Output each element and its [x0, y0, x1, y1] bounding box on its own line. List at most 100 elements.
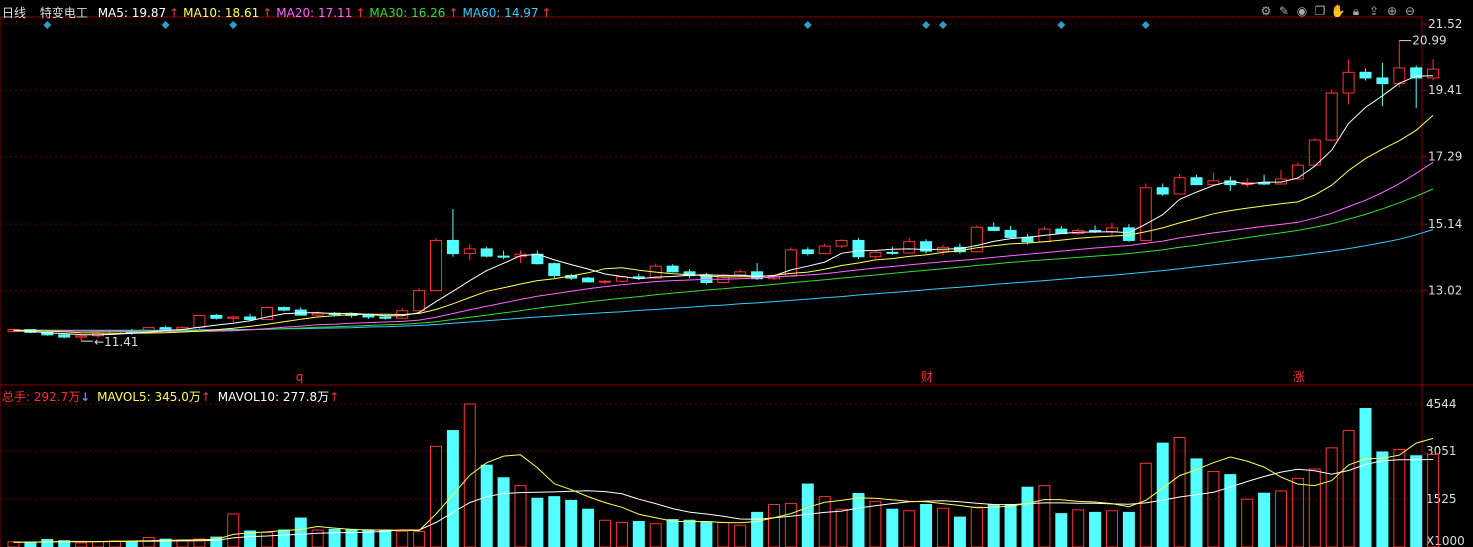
copy-icon[interactable]: ❐	[1314, 4, 1326, 18]
candle-body	[548, 263, 561, 277]
volume-bar	[1173, 436, 1186, 547]
mavol5-label: MAVOL5: 345.0万↑	[97, 390, 211, 404]
volume-bar	[937, 507, 949, 547]
candle-body	[1004, 229, 1017, 238]
stock-name[interactable]: 特变电工	[39, 6, 88, 20]
volume-bar	[1224, 474, 1237, 547]
volume-bar	[1241, 498, 1254, 547]
volume-bar	[1359, 408, 1372, 547]
candle-body	[1258, 182, 1271, 185]
candle-body	[227, 316, 240, 319]
low-label: ←11.41	[94, 335, 138, 349]
volume-bar	[92, 540, 104, 547]
candle-body	[1410, 67, 1423, 79]
volume-bar	[1089, 511, 1102, 547]
volume-bar	[582, 508, 595, 547]
candle-body	[379, 316, 392, 319]
volume-bar	[531, 497, 544, 547]
gear-icon[interactable]: ⚙	[1260, 4, 1272, 18]
volume-bar	[751, 511, 764, 547]
price-tick-label: 15.14	[1428, 217, 1462, 231]
candle-body	[818, 245, 831, 255]
candle-body	[970, 226, 983, 253]
candle-body	[1427, 68, 1440, 79]
volume-bar	[818, 496, 831, 547]
volume-bar	[430, 445, 442, 547]
event-diamond-icon	[1141, 21, 1150, 29]
event-diamond-icon	[1057, 21, 1066, 29]
price-tick-label: 13.02	[1428, 284, 1462, 298]
volume-bar	[734, 524, 747, 547]
volume-bar	[886, 508, 899, 547]
candle-body	[1156, 187, 1169, 195]
candle-body	[920, 241, 933, 252]
volume-bar	[142, 537, 155, 547]
volume-bar	[159, 538, 172, 547]
volume-tick-label: X1000	[1426, 534, 1465, 547]
volume-bar	[1376, 451, 1389, 547]
volume-bar	[869, 500, 882, 547]
event-marker: 财	[921, 370, 933, 384]
candle-body	[261, 307, 273, 320]
candle-body	[1275, 178, 1287, 185]
candle-body	[1173, 177, 1186, 195]
event-marker: q	[296, 370, 304, 384]
volume-bar	[1072, 509, 1085, 547]
ma-legend-item: MA5: 19.87	[97, 6, 167, 20]
volume-bar	[1410, 455, 1423, 547]
volume-bar	[1325, 447, 1338, 547]
volume-bar	[261, 532, 273, 547]
candle-body	[1376, 77, 1389, 85]
volume-bar	[125, 541, 138, 547]
candle-body	[1207, 180, 1220, 186]
candle-body	[58, 334, 71, 338]
candle-body	[734, 271, 747, 276]
volume-bar	[328, 528, 341, 547]
eye-icon[interactable]: ◉	[1296, 4, 1308, 18]
hand-icon[interactable]: ✋	[1330, 4, 1346, 18]
event-marker: 涨	[1293, 369, 1305, 384]
candle-body	[886, 251, 899, 254]
volume-bar	[1275, 490, 1287, 547]
event-diamond-icon	[803, 21, 812, 29]
volume-bar	[1038, 485, 1051, 547]
ma-legend-item: MA60: 14.97	[462, 6, 539, 20]
volume-header: 总手: 292.7万↓ MAVOL5: 345.0万↑ MAVOL10: 277…	[2, 388, 342, 405]
period-label[interactable]: 日线	[2, 6, 27, 20]
high-label: 20.99	[1412, 34, 1446, 48]
volume-bar	[632, 521, 645, 547]
candle-body	[463, 248, 476, 255]
volume-bar	[1021, 486, 1034, 547]
volume-bar	[970, 506, 983, 547]
candle-body	[987, 226, 1000, 231]
event-diamond-icon	[229, 21, 238, 29]
volume-bar	[193, 538, 206, 547]
price-tick-label: 19.41	[1428, 83, 1462, 97]
plus-icon[interactable]: ⊕	[1386, 4, 1398, 18]
candle-body	[497, 255, 510, 258]
price-header: 日线 特变电工 MA5: 19.87 ↑ MA10: 18.61 ↑ MA20: 17.…	[2, 4, 559, 21]
minus-icon[interactable]: ⊖	[1404, 4, 1416, 18]
candle-body	[1139, 187, 1152, 241]
volume-tick-label: 4544	[1426, 397, 1457, 411]
volume-bar	[548, 496, 561, 547]
candle-body	[362, 314, 375, 318]
ma60-line	[13, 229, 1434, 331]
upload-icon[interactable]: ⇪	[1368, 4, 1380, 18]
ma-legend-item: MA30: 16.26	[369, 6, 446, 20]
volume-bar	[379, 529, 392, 547]
volume-bar	[953, 516, 966, 547]
candle-body	[480, 248, 493, 257]
pen-icon[interactable]: ✎	[1278, 4, 1290, 18]
lock-icon[interactable]: 🔒︎	[1352, 3, 1360, 18]
ma-legend: MA5: 19.87 ↑ MA10: 18.61 ↑ MA20: 17.11 ↑ MA30:…	[97, 6, 552, 20]
candle-body	[1359, 71, 1372, 79]
candle-body	[751, 271, 764, 280]
volume-bar	[1106, 510, 1118, 547]
candle-body	[159, 327, 172, 330]
volume-tick-label: 1525	[1426, 492, 1457, 506]
event-diamond-icon	[922, 21, 931, 29]
volume-bar	[1342, 430, 1355, 547]
volume-bar	[480, 464, 493, 547]
